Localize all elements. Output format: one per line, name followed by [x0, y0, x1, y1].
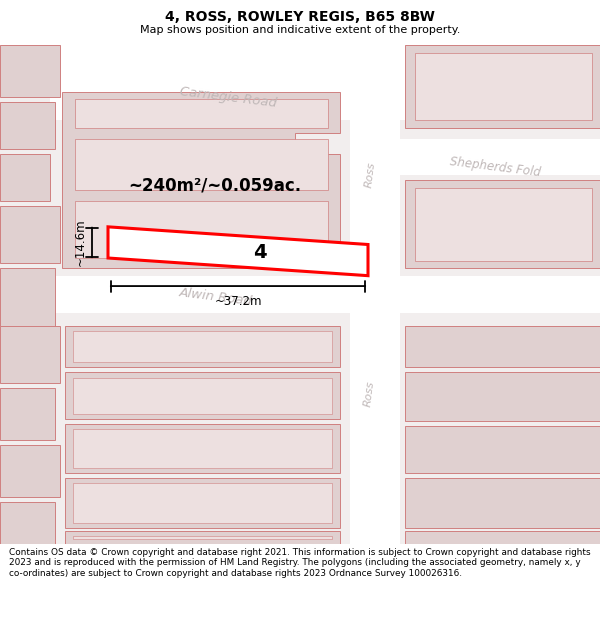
Polygon shape	[0, 206, 60, 263]
Polygon shape	[73, 378, 332, 414]
Text: Alwin Road: Alwin Road	[179, 286, 253, 308]
Text: Ross: Ross	[364, 161, 377, 188]
Polygon shape	[0, 445, 60, 497]
Polygon shape	[73, 536, 332, 539]
Polygon shape	[0, 45, 60, 97]
Text: Shepherds Fold: Shepherds Fold	[449, 155, 541, 179]
Polygon shape	[108, 227, 368, 276]
Polygon shape	[65, 326, 340, 367]
Text: ~240m²/~0.059ac.: ~240m²/~0.059ac.	[128, 176, 302, 194]
Polygon shape	[65, 531, 340, 544]
Polygon shape	[405, 180, 600, 268]
Polygon shape	[73, 484, 332, 523]
Polygon shape	[75, 99, 328, 128]
Text: ~14.6m: ~14.6m	[74, 219, 86, 266]
Polygon shape	[0, 503, 55, 544]
Polygon shape	[45, 276, 600, 313]
Text: Contains OS data © Crown copyright and database right 2021. This information is : Contains OS data © Crown copyright and d…	[9, 548, 590, 578]
Polygon shape	[65, 424, 340, 473]
Polygon shape	[65, 372, 340, 419]
Polygon shape	[0, 326, 60, 382]
Polygon shape	[0, 45, 600, 544]
Polygon shape	[395, 139, 600, 175]
Text: Map shows position and indicative extent of the property.: Map shows position and indicative extent…	[140, 25, 460, 35]
Polygon shape	[405, 426, 600, 473]
Polygon shape	[0, 388, 55, 440]
Polygon shape	[62, 92, 340, 268]
Polygon shape	[75, 201, 328, 258]
Polygon shape	[415, 188, 592, 261]
Polygon shape	[50, 45, 600, 120]
Text: 4: 4	[253, 243, 267, 262]
Text: Carnegie Road: Carnegie Road	[179, 85, 277, 110]
Polygon shape	[0, 268, 55, 326]
Polygon shape	[405, 326, 600, 367]
Text: ~37.2m: ~37.2m	[214, 295, 262, 308]
Text: Ross: Ross	[362, 381, 376, 408]
Polygon shape	[415, 53, 592, 120]
Polygon shape	[350, 45, 400, 544]
Polygon shape	[73, 331, 332, 362]
Polygon shape	[0, 102, 55, 149]
Polygon shape	[405, 45, 600, 128]
Polygon shape	[0, 154, 50, 201]
Polygon shape	[55, 45, 600, 86]
Polygon shape	[405, 372, 600, 421]
Polygon shape	[65, 478, 340, 528]
Polygon shape	[73, 429, 332, 468]
Polygon shape	[405, 478, 600, 528]
Text: 4, ROSS, ROWLEY REGIS, B65 8BW: 4, ROSS, ROWLEY REGIS, B65 8BW	[165, 10, 435, 24]
Polygon shape	[75, 139, 328, 191]
Polygon shape	[405, 531, 600, 544]
